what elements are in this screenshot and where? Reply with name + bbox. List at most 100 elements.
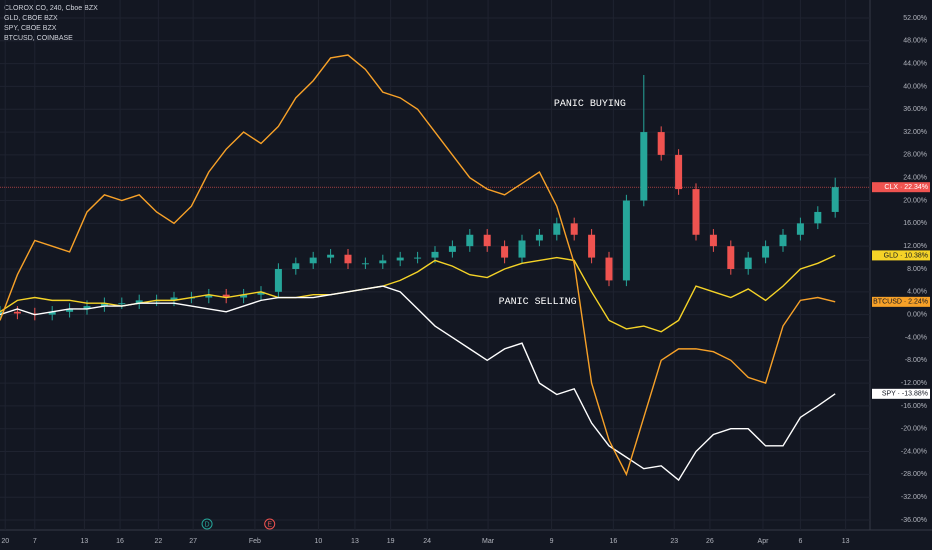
y-tick-label: -28.00%: [901, 471, 927, 478]
candle-body: [570, 223, 578, 235]
candle-body: [501, 246, 509, 258]
y-tick-label: 28.00%: [903, 152, 927, 159]
candle-body: [379, 260, 387, 264]
series-line: [0, 285, 836, 482]
y-tick-label: 4.00%: [907, 289, 927, 296]
x-tick-label: 22: [154, 538, 162, 545]
event-marker: [201, 518, 213, 530]
candle-body: [675, 154, 683, 190]
candle-body: [553, 223, 561, 235]
legend-entry: SPY, CBOE BZX: [4, 25, 57, 32]
price-tag-label: SPY · -13.88%: [882, 391, 928, 398]
y-tick-label: -32.00%: [901, 494, 927, 501]
x-tick-label: 6: [798, 538, 802, 545]
candle-body: [692, 189, 700, 235]
candle-body: [292, 263, 300, 269]
price-tag: [872, 182, 930, 193]
legend-entry: CLOROX CO, 240, Cboe BZX: [4, 5, 98, 12]
x-tick-label: 13: [842, 538, 850, 545]
x-tick-label: 7: [33, 538, 37, 545]
legend-entry: BTCUSD, COINBASE: [4, 35, 73, 42]
y-tick-label: -16.00%: [901, 403, 927, 410]
candle-body: [814, 211, 822, 224]
event-marker: [264, 518, 276, 530]
x-tick-label: 10: [315, 538, 323, 545]
price-tag: [872, 250, 930, 261]
y-tick-label: 8.00%: [907, 266, 927, 273]
candle-body: [796, 223, 804, 235]
x-tick-label: 26: [706, 538, 714, 545]
x-tick-label: 20: [1, 538, 9, 545]
y-tick-label: -24.00%: [901, 448, 927, 455]
event-label: D: [205, 521, 210, 528]
annotation: PANIC SELLING: [499, 297, 577, 308]
price-tag-label: GLD · 10.38%: [884, 252, 928, 259]
x-tick-label: Mar: [482, 538, 495, 545]
y-tick-label: 0.00%: [907, 311, 927, 318]
x-tick-label: 24: [423, 538, 431, 545]
candle-body: [135, 300, 143, 304]
series-line: [0, 54, 836, 477]
x-tick-label: Apr: [758, 538, 770, 545]
y-tick-label: 44.00%: [903, 60, 927, 67]
y-tick-label: 20.00%: [903, 197, 927, 204]
candle-body: [118, 303, 126, 305]
x-tick-label: 16: [609, 538, 617, 545]
y-tick-label: 36.00%: [903, 106, 927, 113]
candle-body: [744, 257, 752, 269]
legend-entry: GLD, CBOE BZX: [4, 15, 58, 22]
candle-body: [257, 291, 265, 295]
candle-body: [414, 257, 422, 259]
y-tick-label: 24.00%: [903, 175, 927, 182]
y-tick-label: -4.00%: [905, 334, 927, 341]
event-label: E: [267, 521, 272, 528]
candle-body: [48, 311, 56, 315]
y-tick-label: 48.00%: [903, 38, 927, 45]
candle-body: [309, 257, 317, 264]
candle-body: [83, 306, 91, 309]
y-tick-label: -36.00%: [901, 517, 927, 524]
price-tag-label: CLX · 22.34%: [884, 184, 928, 191]
y-tick-label: 52.00%: [903, 15, 927, 22]
candle-body: [448, 246, 456, 252]
candle-body: [66, 308, 74, 312]
y-tick-label: 32.00%: [903, 129, 927, 136]
candle-body: [205, 294, 213, 298]
y-tick-label: 40.00%: [903, 83, 927, 90]
candle-body: [170, 297, 178, 301]
candle-body: [622, 200, 630, 281]
price-tag: [872, 296, 930, 307]
candle-body: [483, 234, 491, 247]
annotation: PANIC BUYING: [554, 99, 626, 110]
candle-body: [431, 251, 439, 258]
x-tick-label: 13: [80, 538, 88, 545]
x-tick-label: 27: [189, 538, 197, 545]
x-tick-label: 13: [351, 538, 359, 545]
x-tick-label: 23: [670, 538, 678, 545]
y-tick-label: -12.00%: [901, 380, 927, 387]
candle-body: [535, 234, 543, 241]
y-tick-label: -20.00%: [901, 426, 927, 433]
candle-body: [640, 132, 648, 201]
candle-body: [762, 246, 770, 258]
candle-body: [779, 234, 787, 247]
price-tag: [872, 388, 930, 399]
y-tick-label: -8.00%: [905, 357, 927, 364]
candle-body: [13, 311, 21, 314]
y-tick-label: 16.00%: [903, 220, 927, 227]
x-tick-label: 19: [387, 538, 395, 545]
candle-body: [0, 311, 4, 315]
candle-body: [222, 294, 230, 298]
candle-body: [240, 294, 248, 298]
candle-body: [466, 234, 474, 247]
candle-body: [327, 254, 335, 258]
candle-body: [100, 303, 108, 307]
x-tick-label: Feb: [249, 538, 261, 545]
candle-body: [709, 234, 717, 247]
candle-body: [518, 240, 526, 258]
candle-body: [396, 257, 404, 261]
candle-body: [588, 234, 596, 258]
x-tick-label: 9: [550, 538, 554, 545]
